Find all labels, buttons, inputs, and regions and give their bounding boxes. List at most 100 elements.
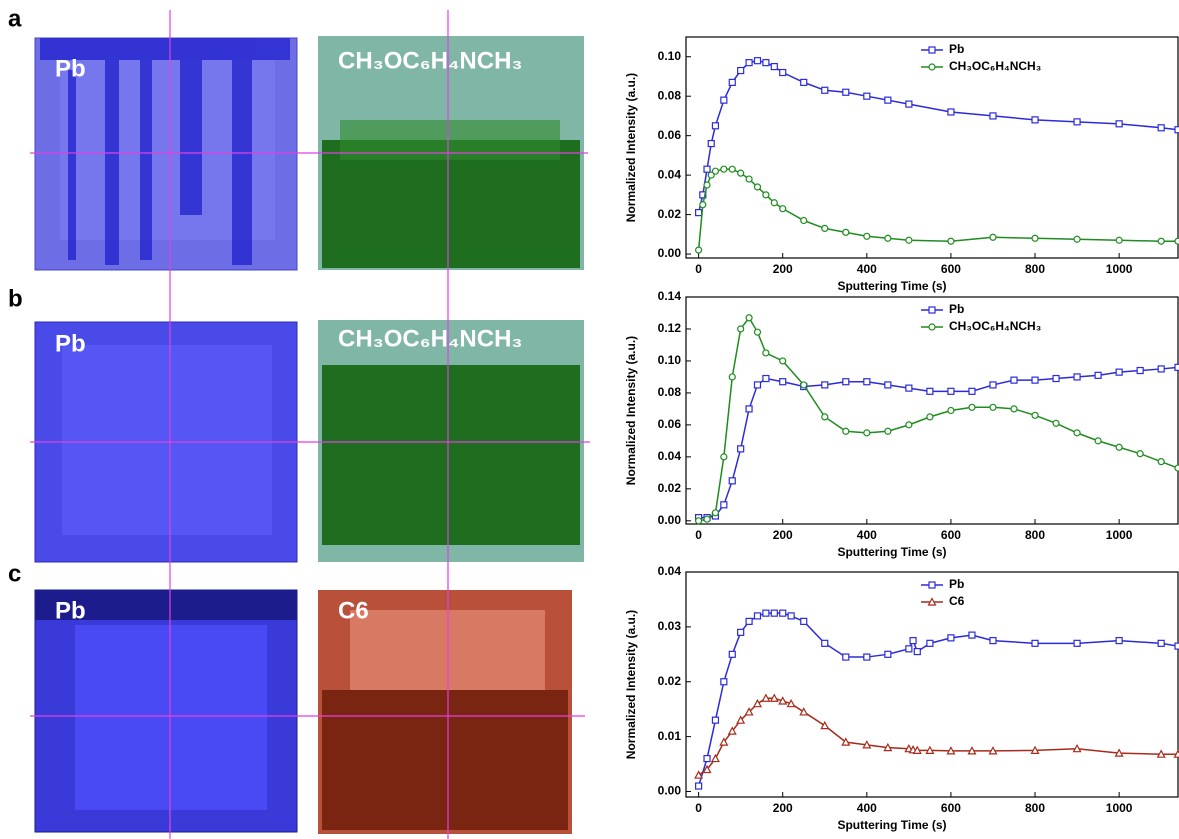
marker [862,740,872,749]
x-tick-label: 0 [695,528,702,542]
marker [842,653,850,661]
marker [821,639,829,647]
y-tick-label: 0.03 [658,619,682,633]
marker [989,233,997,241]
plot-frame [685,296,1179,525]
x-tick-label: 400 [857,801,877,815]
marker [695,517,703,525]
marker [769,693,779,702]
marker [947,237,955,245]
x-tick-label: 400 [857,262,877,276]
marker [947,634,955,642]
marker [753,183,762,191]
marker [1094,371,1102,379]
x-tick-label: 400 [857,528,877,542]
panel-label: a [8,5,22,32]
marker [1010,376,1018,384]
marker [1094,437,1102,445]
y-tick-label: 0.00 [658,246,682,260]
marker [1115,636,1123,645]
marker [905,384,913,392]
marker [1073,235,1081,243]
marker [694,770,704,779]
panel-label: c [8,560,21,587]
marker [1031,639,1039,647]
legend-label: CH₃OC₆H₄NCH₃ [949,59,1041,73]
marker [884,427,892,435]
marker [1073,429,1081,437]
y-tick-label: 0.02 [658,207,682,221]
y-tick-label: 0.08 [658,385,682,399]
render [322,365,580,545]
marker [695,782,703,790]
y-tick-label: 0.00 [658,513,682,527]
marker [926,387,934,395]
x-axis-title: Sputtering Time (s) [837,545,946,559]
marker [703,165,711,173]
marker [720,501,728,509]
marker [1157,639,1165,647]
marker [770,609,778,617]
marker [905,645,913,653]
marker [737,628,745,636]
legend-label: Pb [949,42,964,56]
render-label: Pb [55,597,86,624]
marker [711,167,720,175]
marker [745,59,753,67]
render [40,38,290,265]
marker [863,653,871,661]
marker [744,707,754,716]
marker [745,314,753,322]
marker [762,191,770,199]
marker [737,325,745,333]
marker [753,381,762,389]
plot-frame [685,36,1179,259]
marker [728,373,736,381]
marker [863,232,871,240]
marker [1073,373,1081,381]
marker [883,742,893,752]
marker [728,78,736,86]
marker [728,650,736,658]
marker [1030,745,1040,754]
x-tick-label: 800 [1025,528,1045,542]
legend-marker [928,323,936,331]
marker [1157,124,1165,132]
y-tick-label: 0.06 [658,128,682,142]
marker [779,68,787,77]
render-label: Pb [55,330,86,357]
x-axis-title: Sputtering Time (s) [837,818,946,832]
y-tick-label: 0.14 [658,289,682,303]
marker [720,453,728,461]
marker [913,647,921,656]
x-tick-label: 800 [1025,262,1045,276]
y-axis-title: Normalized Intensity (a.u.) [624,73,638,222]
marker [884,96,892,104]
x-tick-label: 600 [941,801,961,815]
marker [800,381,808,389]
marker [1031,376,1039,384]
marker [727,726,737,735]
marker [1157,365,1165,373]
marker [695,209,703,217]
y-tick-label: 0.10 [658,49,682,63]
x-tick-label: 0 [695,262,702,276]
marker [905,100,913,108]
y-tick-label: 0.01 [658,729,682,743]
x-tick-label: 1000 [1106,528,1133,542]
marker [752,698,762,708]
plot-frame [685,571,1179,798]
marker [1115,120,1123,128]
marker [745,405,753,413]
legend-marker [928,46,936,54]
y-tick-label: 0.02 [658,481,682,495]
marker [778,696,788,705]
marker [1073,639,1081,647]
marker [737,445,745,453]
legend-marker [928,306,936,314]
marker [821,86,829,94]
marker [753,612,762,620]
marker [762,349,770,357]
marker [770,62,778,71]
